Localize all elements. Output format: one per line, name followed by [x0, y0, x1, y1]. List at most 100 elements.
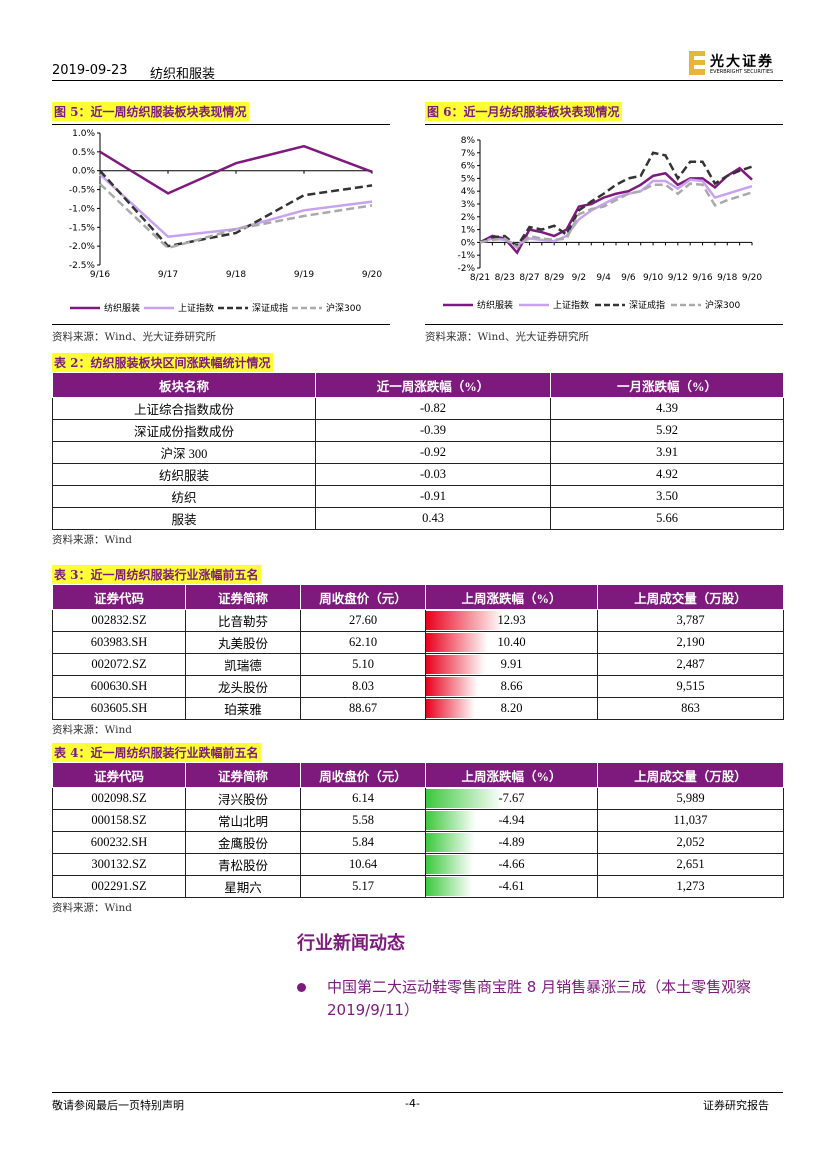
row: 603983.SH 丸美股份 62.10 10.40 2,190: [52, 631, 784, 654]
cell-text: 863: [681, 701, 700, 715]
cell: -0.91: [315, 485, 551, 508]
cell-text: 8.66: [500, 679, 523, 693]
cell-text: 丸美股份: [217, 637, 268, 651]
legend-label: 沪深300: [326, 302, 361, 314]
header-cell: 证券代码: [52, 584, 186, 610]
cell: 1,273: [597, 875, 784, 898]
news-item: 中国第二大运动鞋零售商宝胜 8 月销售暴涨三成（本土零售观察 2019/9/11…: [327, 978, 752, 1019]
cell: 10.40: [425, 631, 598, 654]
cell-text: 6.14: [352, 791, 374, 805]
header-cell: 上周涨跌幅（%）: [425, 762, 598, 788]
cell-text: 上证综合指数成份: [133, 403, 234, 417]
cell-text: 603983.SH: [90, 635, 148, 649]
cell-text: 5.66: [656, 511, 678, 525]
row: 600630.SH 龙头股份 8.03 8.66 9,515: [52, 675, 784, 698]
header-cell: 上周成交量（万股）: [597, 584, 784, 610]
cell-text: 4.39: [656, 401, 678, 415]
legend-label: 深证成指: [252, 302, 288, 314]
cell: 603605.SH: [52, 697, 186, 720]
cell-text: 纺织服装: [158, 469, 209, 483]
y-tick-label: -1%: [457, 251, 475, 261]
bar: [426, 633, 488, 652]
header-industry: 纺织和服装: [150, 67, 216, 82]
cell: 6.14: [300, 787, 426, 810]
cell: 5.84: [300, 831, 426, 854]
table: 证券代码 证券简称 周收盘价（元） 上周涨跌幅（%） 上周成交量（万股） 002098.S…: [52, 762, 784, 898]
row: 纺织 -0.91 3.50: [52, 485, 784, 508]
cell-text: -0.03: [419, 467, 447, 481]
header-row: 证券代码 证券简称 周收盘价（元） 上周涨跌幅（%） 上周成交量（万股）: [52, 762, 784, 788]
cell: 龙头股份: [185, 675, 301, 698]
series-line: [99, 183, 373, 250]
x-tick-label: 8/23: [495, 273, 515, 283]
cell: 4.39: [550, 397, 784, 420]
cell-text: 5.84: [352, 835, 374, 849]
cell-text: 0.43: [422, 511, 444, 525]
cell: 5.92: [550, 419, 784, 442]
cell: 珀莱雅: [185, 697, 301, 720]
y-tick-label: 3%: [461, 200, 476, 210]
y-tick-label: -1.5%: [69, 223, 96, 233]
cell-text: -4.66: [498, 857, 525, 871]
cell-text: 11,037: [673, 813, 708, 827]
cell-text: 5.17: [352, 879, 374, 893]
cell: 5.66: [550, 507, 784, 530]
cell: 000158.SZ: [52, 809, 186, 832]
rule: [52, 324, 390, 325]
x-tick-label: 8/21: [470, 273, 490, 283]
cell: 600630.SH: [52, 675, 186, 698]
header-cell: 板块名称: [52, 372, 316, 398]
y-tick-label: 0.5%: [72, 148, 95, 158]
cell: 11,037: [597, 809, 784, 832]
cell: 12.93: [425, 609, 598, 632]
cell: 2,052: [597, 831, 784, 854]
cell-text: 002832.SZ: [91, 613, 147, 627]
cell-text: 10.40: [497, 635, 526, 649]
y-tick-label: 2%: [461, 213, 476, 223]
cell: -0.82: [315, 397, 551, 420]
cell: 8.03: [300, 675, 426, 698]
bar: [426, 833, 476, 852]
table: 板块名称 近一周涨跌幅（%） 一月涨跌幅（%） 上证综合指数成份 -0.82 4.39 深证…: [52, 372, 784, 530]
logo-icon: [689, 51, 705, 75]
series-line: [99, 173, 373, 239]
cell: 5.17: [300, 875, 426, 898]
y-tick-label: 1%: [461, 226, 476, 236]
cell-text: 深证成份指数成份: [133, 425, 234, 439]
cell-text: 金鹰股份: [217, 837, 268, 851]
table-title: 表 2：纺织服装板块区间涨跌幅统计情况: [52, 353, 273, 372]
row: 深证成份指数成份 -0.39 5.92: [52, 419, 784, 442]
bar: [426, 855, 473, 874]
cell-text: 1,273: [676, 879, 705, 893]
x-tick-label: 9/18: [226, 270, 246, 280]
cell-text: 服装: [171, 513, 197, 527]
cell: 比音勒芬: [185, 609, 301, 632]
cell-text: -4.94: [498, 813, 525, 827]
x-tick-label: 9/16: [692, 273, 712, 283]
x-tick-label: 8/29: [544, 273, 564, 283]
y-tick-label: 5%: [461, 174, 476, 184]
cell-text: 龙头股份: [217, 681, 268, 695]
cell: 沪深 300: [52, 441, 316, 464]
cell: 服装: [52, 507, 316, 530]
cell-text: 603605.SH: [90, 701, 148, 715]
cell-text: 2,487: [676, 657, 705, 671]
cell-text: 62.10: [348, 635, 378, 649]
cell: 863: [597, 697, 784, 720]
cell: -0.03: [315, 463, 551, 486]
legend-label: 上证指数: [178, 302, 214, 314]
figure-title: 图 6：近一月纺织服装板块表现情况: [425, 102, 622, 121]
y-tick-label: 6%: [461, 162, 476, 172]
bar: [426, 677, 478, 696]
cell: 002291.SZ: [52, 875, 186, 898]
header-row: 板块名称 近一周涨跌幅（%） 一月涨跌幅（%）: [52, 372, 784, 398]
cell: 3.91: [550, 441, 784, 464]
y-tick-label: 8%: [461, 136, 476, 146]
rule: [425, 124, 783, 125]
cell: 5.58: [300, 809, 426, 832]
footer-left: 敬请参阅最后一页特别声明: [52, 1099, 184, 1112]
cell-text: 600232.SH: [90, 835, 148, 849]
cell: 603983.SH: [52, 631, 186, 654]
cell-text: 5,989: [676, 791, 705, 805]
rule: [425, 324, 783, 325]
